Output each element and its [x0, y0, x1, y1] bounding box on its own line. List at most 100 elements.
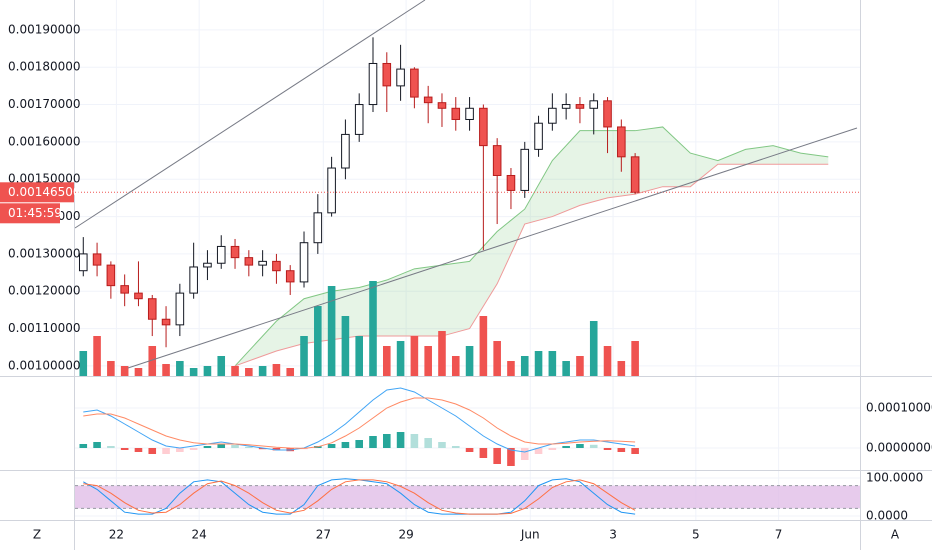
y-tick-label: 0.00180000 [8, 60, 81, 74]
macd-histogram-bar [451, 446, 460, 448]
candle-body [603, 100, 612, 128]
macd-histogram-bar [148, 448, 157, 454]
macd-histogram-bar [134, 448, 143, 452]
candle-body [437, 102, 447, 109]
y-tick-label: 0.00120000 [8, 284, 81, 298]
volume-bar [120, 366, 129, 376]
candle-body [92, 253, 102, 266]
volume-bar [507, 361, 515, 376]
volume-bar [93, 336, 101, 376]
macd-histogram-bar [424, 438, 432, 448]
stoch-d-line [83, 479, 636, 515]
candle-body [354, 104, 364, 135]
candle-body [327, 167, 336, 214]
macd-histogram-bar [631, 448, 639, 454]
macd-histogram-bar [176, 448, 184, 452]
macd-histogram-bar [245, 446, 253, 448]
volume-bar [603, 346, 612, 376]
volume-bar [576, 356, 584, 376]
volume-bar [562, 361, 570, 376]
volume-bar [493, 341, 501, 376]
volume-bar [231, 366, 239, 376]
volume-bar [300, 336, 308, 376]
candle-body [575, 104, 585, 109]
candle-body [189, 266, 198, 294]
grid [75, 0, 860, 520]
macd-histogram-bar [382, 434, 391, 448]
volume-bar [548, 351, 557, 376]
volume-bar [341, 316, 350, 376]
volume-bar [438, 331, 446, 376]
macd-tick-label: 0.00000000 [866, 441, 932, 455]
volume-bar [258, 366, 267, 376]
stoch-tick-label: 0.0000 [866, 509, 908, 523]
candle-body [78, 253, 88, 272]
candle-body [341, 133, 350, 169]
y-tick-label: 0.00160000 [8, 134, 81, 148]
volume-bar [534, 351, 543, 376]
candle-body [465, 107, 474, 120]
macd-histogram-bar [465, 448, 474, 452]
macd-histogram-bar [396, 432, 405, 448]
volume-bar [286, 368, 295, 376]
volume-bar [107, 361, 115, 376]
candle-body [203, 262, 212, 268]
candle-body [506, 174, 516, 191]
scale-button[interactable]: A [891, 528, 900, 542]
volume-bar [369, 281, 377, 376]
trend-line [74, 0, 426, 229]
candle-body [630, 156, 640, 193]
macd-histogram-bar [341, 442, 350, 448]
macd-histogram-bar [217, 444, 226, 448]
candle-body [368, 62, 378, 106]
candle-body [423, 96, 433, 104]
stoch-tick-label: 100.0000 [866, 471, 923, 485]
macd-histogram-bar [107, 446, 115, 448]
signal-line [83, 397, 636, 449]
volume-bar [327, 286, 336, 376]
y-tick-label: 0.00190000 [8, 22, 81, 36]
candle-body [561, 104, 571, 109]
y-tick-label: 0.00150000 [8, 172, 81, 186]
volume-bar [631, 341, 639, 376]
volume-bar [382, 346, 391, 376]
macd-histogram-bar [507, 448, 515, 466]
macd-histogram-bar [534, 448, 543, 454]
macd-histogram-bar [438, 442, 446, 448]
candle-body [396, 68, 405, 87]
candle-body [244, 257, 254, 266]
y-tick-label: 0.00130000 [8, 246, 81, 260]
candle-body [617, 126, 626, 158]
x-tick-label: 29 [398, 528, 413, 542]
volume-bar [410, 336, 419, 376]
scale-button[interactable]: Z [33, 528, 41, 542]
macd-histogram-bar [493, 448, 501, 464]
candle-body [313, 212, 323, 244]
volume-bar [589, 321, 598, 376]
volume-bar [176, 361, 184, 376]
candle-body [534, 122, 543, 150]
candle-body [230, 245, 240, 259]
macd-histogram-bar [603, 448, 612, 450]
macd-histogram-bar [617, 448, 626, 452]
candle-body [216, 245, 226, 264]
candle-body [520, 148, 530, 191]
volume-bar [314, 306, 322, 376]
price-badge [0, 182, 74, 203]
y-tick-label: 0.00110000 [8, 321, 81, 335]
x-tick-label: 27 [316, 528, 331, 542]
volume-bar [479, 316, 488, 376]
volume-bar [355, 336, 363, 376]
cloud-span-a [234, 126, 829, 367]
volume-bar [465, 346, 474, 376]
macd-histogram-bar [589, 444, 598, 448]
x-tick-label: 3 [609, 528, 617, 542]
macd-histogram-bar [562, 446, 570, 448]
candle-body [589, 100, 599, 109]
y-tick-label: 0.00100000 [8, 358, 81, 372]
candle-body [272, 260, 281, 272]
volume-bar [79, 351, 88, 376]
x-tick-label: 22 [109, 528, 124, 542]
macd-histogram-bar [355, 440, 363, 448]
